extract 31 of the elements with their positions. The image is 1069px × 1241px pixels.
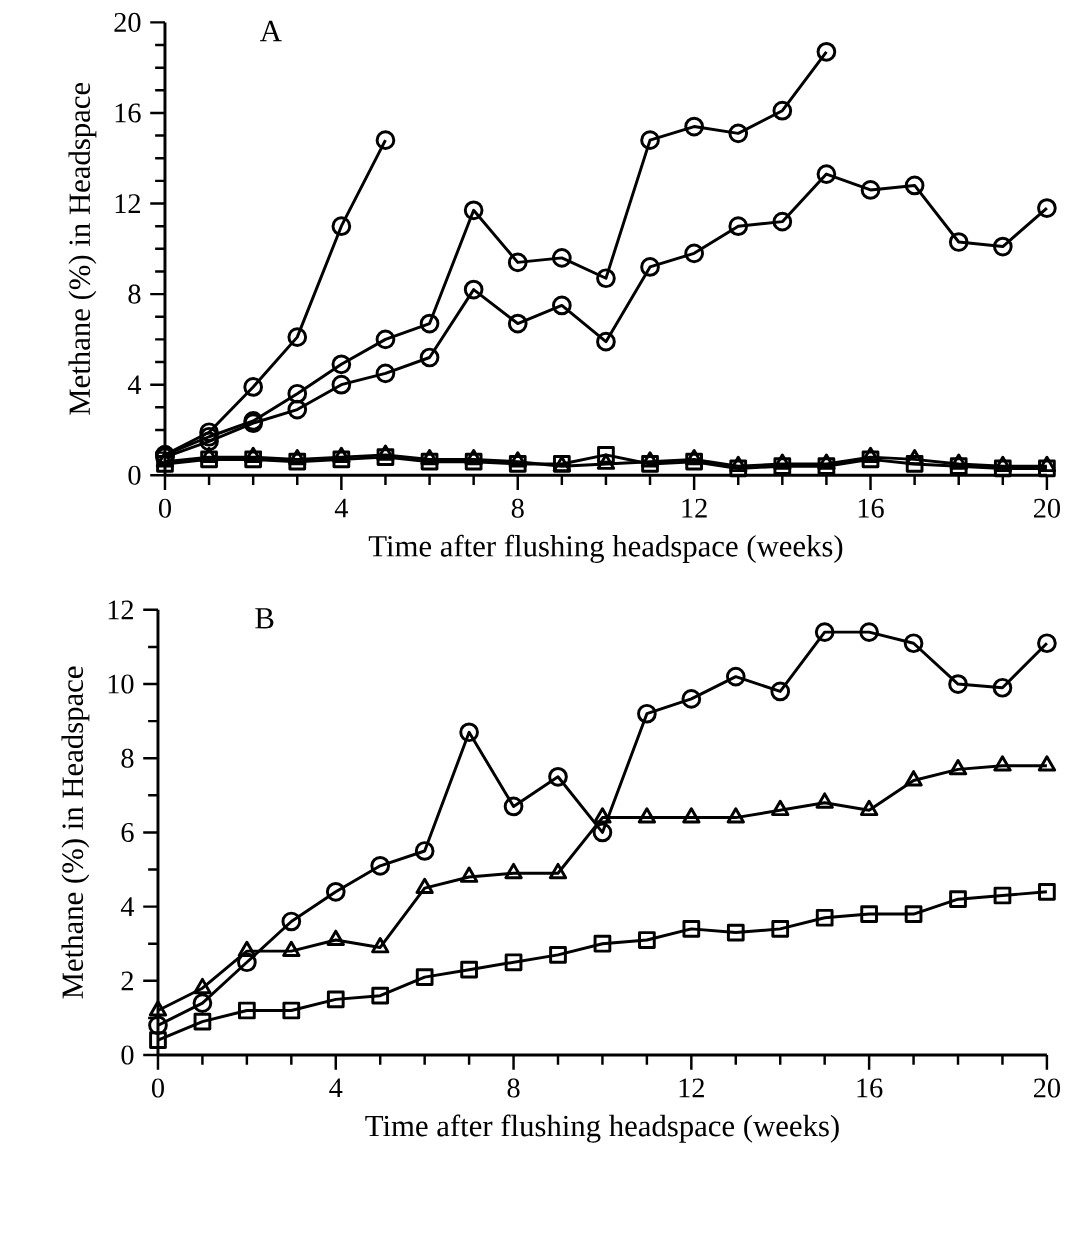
y-tick-label: 4	[120, 897, 134, 916]
x-axis-title: Time after flushing headspace (weeks)	[368, 534, 843, 563]
x-tick-label: 16	[858, 498, 884, 518]
y-tick-label: 10	[108, 674, 134, 694]
x-tick-label: 20	[1033, 498, 1060, 518]
y-tick-label: 4	[127, 375, 141, 394]
x-tick-label: 8	[507, 1078, 520, 1098]
y-tick-label: 8	[121, 748, 134, 768]
chart-title: B	[255, 608, 274, 629]
y-axis-title: Methane (%) in Headspace	[61, 666, 90, 999]
y-tick-label: 16	[115, 103, 141, 123]
x-tick-label: 4	[329, 1078, 343, 1098]
x-tick-label: 4	[334, 498, 348, 518]
y-tick-label: 2	[121, 971, 133, 991]
x-tick-label: 0	[158, 498, 171, 518]
y-tick-label: 6	[121, 822, 134, 842]
x-tick-label: 12	[679, 1078, 704, 1098]
x-axis-title: Time after flushing headspace (weeks)	[365, 1114, 839, 1143]
x-tick-label: 16	[857, 1078, 883, 1098]
y-tick-label: 12	[108, 600, 133, 620]
x-tick-label: 12	[682, 498, 707, 518]
y-tick-label: 0	[128, 465, 141, 485]
y-tick-label: 20	[114, 12, 141, 32]
y-tick-label: 0	[121, 1045, 134, 1065]
x-tick-label: 8	[511, 498, 524, 518]
chart-title: A	[259, 20, 282, 42]
y-tick-label: 8	[128, 284, 141, 304]
y-tick-label: 12	[115, 194, 140, 213]
x-tick-label: 0	[151, 1078, 164, 1098]
y-axis-title: Methane (%) in Headspace	[68, 82, 97, 415]
x-tick-label: 20	[1033, 1078, 1060, 1098]
